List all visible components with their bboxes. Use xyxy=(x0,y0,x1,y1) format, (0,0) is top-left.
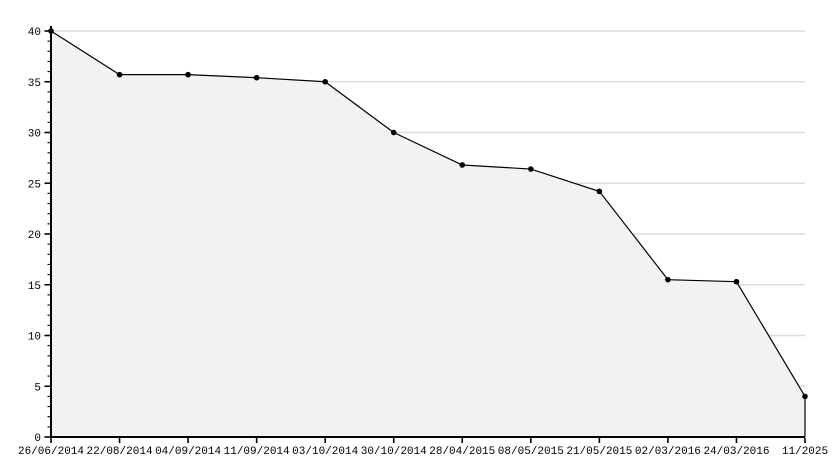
y-tick-labels: 0 5 10 15 20 25 30 35 40 xyxy=(28,27,41,445)
y-tick-label-0: 0 xyxy=(34,433,41,445)
data-point-11 xyxy=(802,393,808,400)
x-tick-labels: 26/06/2014 22/08/2014 04/09/2014 11/09/2014… xyxy=(18,446,828,458)
data-line-layer xyxy=(50,30,806,437)
data-point-4 xyxy=(322,78,328,85)
data-point-3 xyxy=(253,74,260,81)
y-tick-label-25: 25 xyxy=(28,179,41,191)
y-tick-label-35: 35 xyxy=(28,78,41,90)
data-point-5 xyxy=(390,129,397,136)
x-tick-label-2: 04/09/2014 xyxy=(155,446,221,458)
y-tick-label-40: 40 xyxy=(28,27,41,39)
data-point-6 xyxy=(459,162,466,168)
y-tick-label-5: 5 xyxy=(34,382,41,394)
data-point-8 xyxy=(596,188,603,195)
y-ticks-layer xyxy=(44,30,51,438)
x-tick-label-4: 03/10/2014 xyxy=(292,446,358,458)
area-fill xyxy=(51,31,805,437)
data-point-7 xyxy=(528,166,534,172)
x-tick-label-11: 11/2025 xyxy=(782,446,828,458)
data-point-2 xyxy=(185,71,191,78)
x-tick-label-3: 11/09/2014 xyxy=(224,446,290,458)
y-tick-label-20: 20 xyxy=(28,230,41,242)
x-tick-label-6: 28/04/2015 xyxy=(429,446,495,458)
x-tick-label-8: 21/05/2015 xyxy=(566,446,632,458)
x-tick-label-5: 30/10/2014 xyxy=(361,446,427,458)
y-tick-label-15: 15 xyxy=(28,281,41,293)
x-tick-label-7: 08/05/2015 xyxy=(498,446,564,458)
area-fill-layer xyxy=(51,31,805,437)
x-tick-label-1: 22/08/2014 xyxy=(87,446,153,458)
y-tick-label-10: 10 xyxy=(28,332,41,344)
data-point-10 xyxy=(733,278,740,285)
x-tick-label-0: 26/06/2014 xyxy=(18,446,84,458)
data-point-1 xyxy=(116,71,123,78)
data-points-layer xyxy=(48,28,808,400)
x-tick-label-10: 24/03/2016 xyxy=(703,446,769,458)
x-tick-label-9: 02/03/2016 xyxy=(635,446,701,458)
data-point-9 xyxy=(665,276,671,283)
data-line xyxy=(50,30,806,397)
y-tick-label-30: 30 xyxy=(28,129,41,141)
axes-layer xyxy=(50,26,805,438)
x-ticks-layer xyxy=(50,438,806,443)
